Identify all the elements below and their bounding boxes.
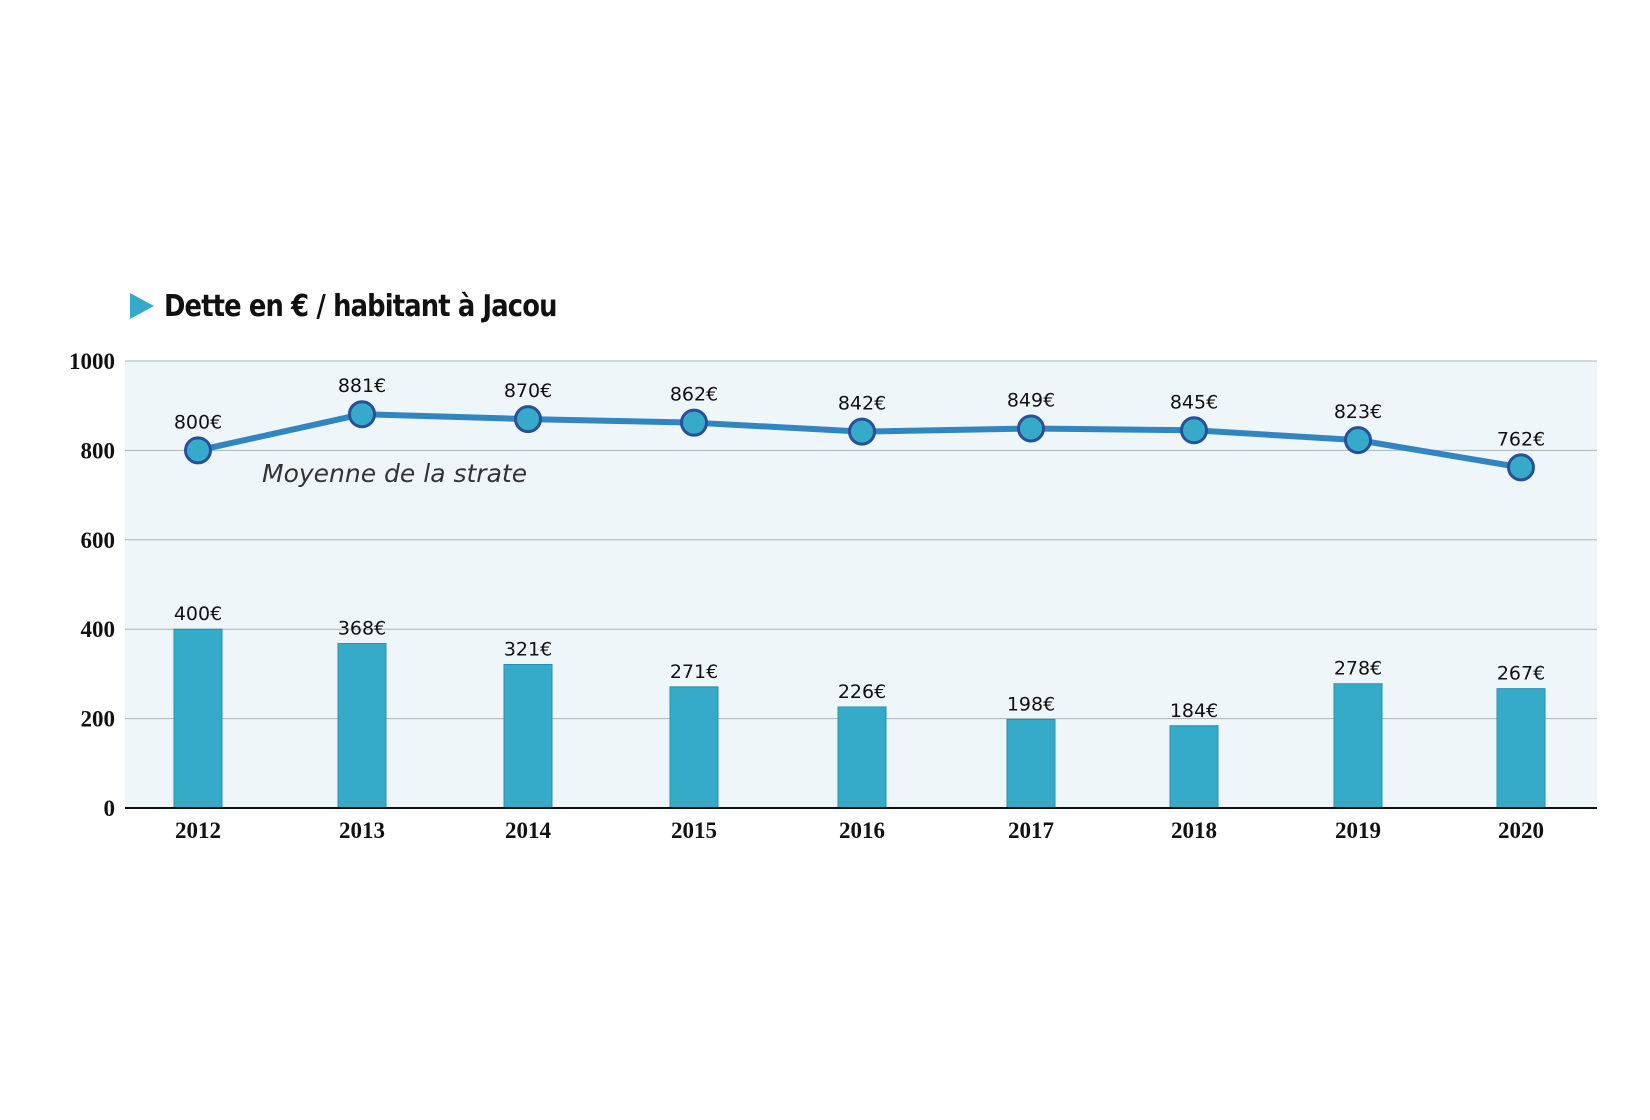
y-tick-label: 0 xyxy=(104,796,116,821)
x-tick-label: 2018 xyxy=(1171,818,1217,843)
y-tick-label: 1000 xyxy=(69,349,115,374)
line-value-label: 845€ xyxy=(1170,391,1218,413)
chart-title: Dette en € / habitant à Jacou xyxy=(164,288,557,324)
bar xyxy=(337,643,387,809)
line-point xyxy=(184,436,212,465)
line-value-label: 862€ xyxy=(670,384,718,406)
bar-value-label: 226€ xyxy=(838,681,886,703)
bar-value-label: 184€ xyxy=(1170,700,1218,722)
line-value-label: 849€ xyxy=(1007,389,1055,411)
triangle-marker-icon xyxy=(130,293,154,319)
line-series: 800€ 881€ 870€ 862€ 842€ 849€ 845€ 823€ 762€ Moye… xyxy=(174,375,1545,488)
line-point xyxy=(1344,426,1372,455)
line-point xyxy=(348,400,376,429)
bar-value-label: 321€ xyxy=(504,639,552,661)
bar-value-label: 400€ xyxy=(174,603,222,625)
x-tick-label: 2016 xyxy=(839,818,885,843)
bar xyxy=(1006,718,1056,809)
x-tick-label: 2014 xyxy=(505,818,552,843)
bar xyxy=(173,628,223,809)
bar xyxy=(837,706,887,809)
line-point xyxy=(848,417,876,446)
x-tick-label: 2020 xyxy=(1498,818,1544,843)
x-tick-label: 2019 xyxy=(1335,818,1381,843)
line-value-label: 842€ xyxy=(838,393,886,415)
bar-value-label: 267€ xyxy=(1497,663,1545,685)
bar xyxy=(503,664,553,809)
bar xyxy=(1496,688,1546,809)
line-point xyxy=(680,408,708,437)
bar-value-label: 368€ xyxy=(338,618,386,640)
series-name-label: Moyenne de la strate xyxy=(262,459,527,488)
bar xyxy=(669,686,719,809)
bar xyxy=(1169,725,1219,809)
line-point xyxy=(1017,414,1045,443)
y-tick-label: 600 xyxy=(81,528,116,553)
y-axis-ticks: 0 200 400 600 800 1000 xyxy=(69,349,115,821)
line-value-label: 800€ xyxy=(174,411,222,433)
x-tick-label: 2017 xyxy=(1008,818,1054,843)
bar-value-label: 278€ xyxy=(1334,658,1382,680)
line-point xyxy=(1507,453,1535,482)
line-value-label: 881€ xyxy=(338,375,386,397)
y-tick-label: 200 xyxy=(81,707,116,732)
chart-title-area: Dette en € / habitant à Jacou xyxy=(130,284,621,328)
x-tick-label: 2015 xyxy=(671,818,717,843)
line-point xyxy=(514,405,542,434)
bar-value-label: 271€ xyxy=(670,661,718,683)
x-tick-label: 2013 xyxy=(339,818,385,843)
x-axis: 2012 2013 2014 2015 2016 2017 2018 2019 2020 xyxy=(125,807,1597,843)
bar-value-label: 198€ xyxy=(1007,693,1055,715)
line-point xyxy=(1180,416,1208,445)
x-tick-label: 2012 xyxy=(175,818,221,843)
bar xyxy=(1333,683,1383,809)
y-tick-label: 400 xyxy=(81,617,116,642)
line-value-label: 762€ xyxy=(1497,428,1545,450)
line-value-label: 870€ xyxy=(504,380,552,402)
y-tick-label: 800 xyxy=(81,438,116,463)
line-value-label: 823€ xyxy=(1334,401,1382,423)
bar-series: 400€ 368€ 321€ 271€ 226€ 198€ 184€ 278€ 267€ xyxy=(173,603,1546,809)
